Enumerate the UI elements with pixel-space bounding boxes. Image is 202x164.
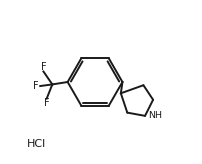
Text: NH: NH [148, 111, 162, 120]
Text: F: F [40, 62, 46, 72]
Text: F: F [33, 81, 38, 91]
Text: HCl: HCl [26, 139, 46, 149]
Text: F: F [44, 98, 49, 108]
